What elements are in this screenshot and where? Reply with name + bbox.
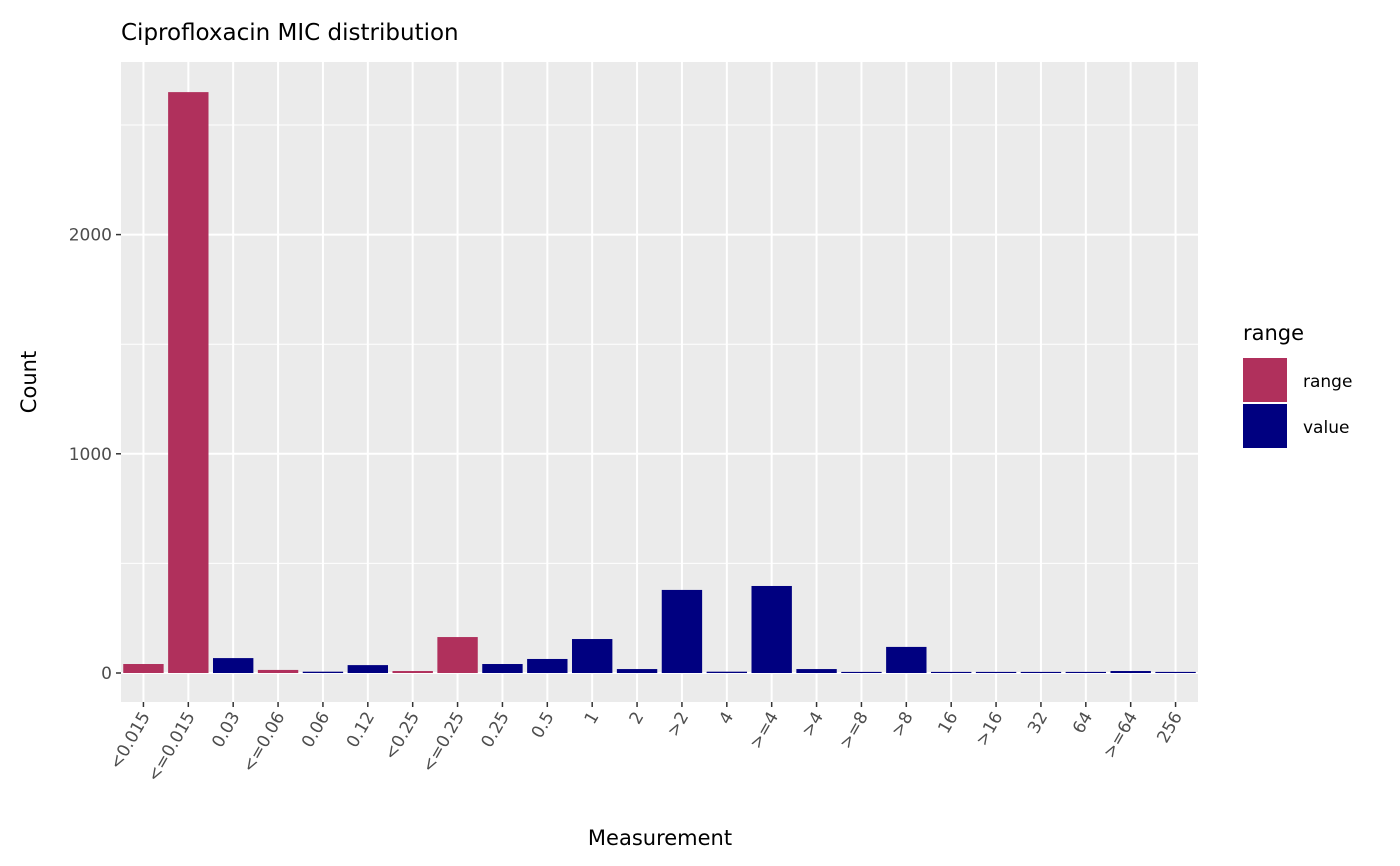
x-tick-label: >=64	[1100, 709, 1142, 762]
x-tick-label: 256	[1153, 709, 1187, 747]
bar-16	[930, 671, 972, 673]
bar-<0.25	[392, 671, 433, 673]
bar-0.25	[482, 664, 523, 673]
bar-0.06	[302, 671, 344, 673]
legend-title: range	[1243, 321, 1304, 345]
bar->8	[886, 646, 927, 673]
x-tick-label: 16	[934, 709, 962, 738]
bar->16	[975, 671, 1017, 673]
legend-key-range	[1243, 358, 1287, 402]
bar-256	[1155, 671, 1196, 673]
bar-64	[1065, 671, 1107, 673]
x-tick-label: 32	[1024, 709, 1052, 738]
x-tick-label: >=8	[836, 709, 873, 753]
bar-0.5	[527, 658, 568, 673]
bar->2	[661, 589, 703, 673]
bar->=64	[1110, 671, 1151, 673]
x-tick-label: 64	[1069, 709, 1097, 738]
x-axis-title: Measurement	[588, 826, 732, 850]
x-tick-label: >4	[798, 709, 828, 741]
plot-panel	[121, 62, 1198, 702]
y-axis-title: Count	[17, 351, 41, 413]
x-tick-label: 4	[715, 709, 738, 728]
legend-label-range: range	[1303, 372, 1352, 392]
x-tick-label: <=0.06	[239, 709, 289, 776]
legend: range range value	[1243, 321, 1352, 448]
x-tick-label: >16	[972, 709, 1007, 750]
x-tick-label: <=0.25	[418, 709, 468, 776]
x-tick-label: >8	[888, 709, 918, 741]
x-tick-label: 0.5	[528, 709, 559, 742]
x-tick-label: <0.015	[106, 709, 155, 773]
bar-<=0.015	[168, 92, 209, 674]
x-tick-label: 1	[581, 709, 604, 728]
x-tick-label: 0.06	[298, 709, 334, 752]
bar-<0.015	[123, 664, 164, 673]
bar-<=0.25	[437, 637, 478, 673]
y-tick-label: 2000	[69, 226, 112, 246]
x-tick-label: 0.03	[208, 709, 244, 752]
bar->4	[796, 669, 837, 673]
y-tick-label: 1000	[69, 445, 112, 465]
chart-title: Ciprofloxacin MIC distribution	[121, 20, 459, 46]
x-tick-label: >=4	[746, 709, 783, 753]
bar->=4	[751, 585, 792, 673]
x-tick-label: 0.12	[343, 709, 379, 752]
x-tick-label: 2	[626, 709, 649, 728]
bar-1	[571, 639, 613, 673]
bar-2	[616, 669, 658, 673]
legend-label-value: value	[1303, 418, 1349, 438]
bar-0.12	[347, 665, 389, 673]
y-tick-label: 0	[101, 664, 112, 684]
bar-0.03	[212, 658, 254, 673]
x-tick-label: >2	[663, 709, 693, 741]
bar-4	[706, 671, 748, 673]
bar->=8	[841, 671, 882, 673]
legend-key-value	[1243, 404, 1287, 448]
x-tick-label: 0.25	[478, 709, 514, 752]
x-tick-label: <0.25	[381, 709, 424, 764]
bar-<=0.06	[257, 669, 299, 673]
bar-32	[1020, 671, 1062, 673]
